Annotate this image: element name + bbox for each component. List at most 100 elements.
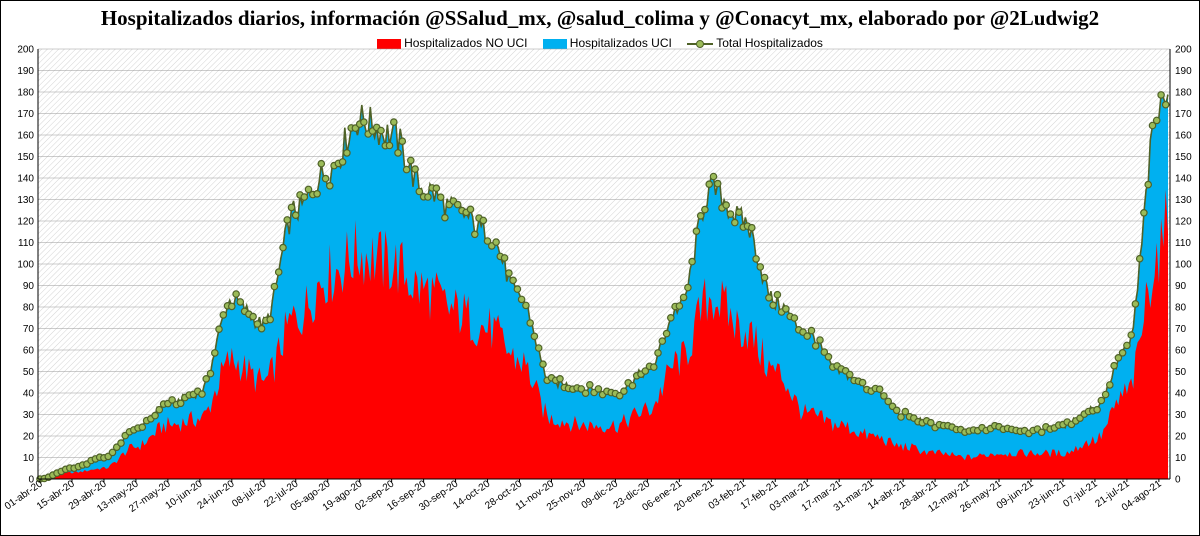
point-total-hospitalizados [155,405,164,414]
legend-marker-total [687,39,714,49]
point-total-hospitalizados [436,193,445,202]
point-total-hospitalizados [773,290,782,299]
total-line-layer [36,91,1170,483]
point-total-hospitalizados [415,187,424,196]
point-total-hospitalizados [534,344,543,352]
point-total-hospitalizados [641,367,650,375]
point-total-hospitalizados [752,255,760,263]
point-total-hospitalizados [483,237,492,245]
point-total-hospitalizados [769,301,777,310]
point-total-hospitalizados [274,268,283,276]
legend-item-uci: Hospitalizados UCI [542,35,672,50]
y-tick-label-left: 10 [23,453,35,464]
y-tick-label-left: 160 [17,131,34,142]
point-total-hospitalizados [453,200,462,209]
point-total-hospitalizados [1140,209,1148,217]
point-total-hospitalizados [884,397,893,406]
point-total-hospitalizados [232,290,240,298]
point-total-hospitalizados [198,390,206,398]
point-total-hospitalizados [1123,341,1131,350]
point-total-hospitalizados [875,385,884,394]
point-total-hospitalizados [168,396,176,404]
point-total-hospitalizados [313,190,321,198]
point-total-hospitalizados [406,156,415,165]
point-total-hospitalizados [901,407,910,416]
point-total-hospitalizados [1101,390,1110,399]
y-tick-label-right: 40 [1175,389,1187,400]
legend-item-total: Total Hospitalizados [687,36,823,50]
legend-label-uci: Hospitalizados UCI [569,35,672,50]
point-total-hospitalizados [385,141,394,150]
point-total-hospitalizados [517,295,526,304]
y-tick-label-left: 110 [18,238,34,249]
point-total-hospitalizados [117,439,125,447]
point-total-hospitalizados [1148,121,1157,130]
point-total-hospitalizados [394,149,402,157]
y-tick-label-left: 90 [23,281,35,292]
point-total-hospitalizados [735,208,743,217]
y-tick-label-left: 120 [17,217,34,228]
point-total-hospitalizados [705,180,714,189]
y-tick-label-right: 10 [1175,453,1187,464]
point-total-hospitalizados [228,302,236,311]
areas [38,94,1168,480]
point-total-hospitalizados [513,285,522,293]
point-total-hospitalizados [317,159,326,168]
point-total-hospitalizados [1110,361,1118,370]
point-total-hospitalizados [441,213,449,222]
point-total-hospitalizados [820,348,829,356]
y-tick-label-left: 0 [28,475,34,486]
point-total-hospitalizados [649,363,658,371]
y-tick-label-left: 130 [17,195,34,206]
point-total-hospitalizados [747,223,756,232]
y-tick-label-left: 40 [23,389,35,400]
point-total-hospitalizados [1144,180,1153,189]
point-total-hospitalizados [530,332,539,341]
point-total-hospitalizados [662,329,671,338]
point-total-hospitalizados [257,324,266,333]
area-hospitalizados-no-uci [38,189,1168,480]
point-total-hospitalizados [1127,331,1136,339]
legend-label-no-uci: Hospitalizados NO UCI [404,35,528,50]
y-tick-label-left: 60 [23,346,35,357]
point-total-hospitalizados [696,212,705,220]
y-tick-label-right: 50 [1175,367,1187,378]
point-total-hospitalizados [283,216,292,224]
point-total-hospitalizados [343,149,351,157]
y-tick-label-right: 60 [1175,346,1187,357]
point-total-hospitalizados [424,193,432,201]
point-total-hospitalizados [880,392,888,400]
point-total-hospitalizados [1093,405,1101,414]
y-tick-label-left: 50 [23,367,35,378]
point-total-hospitalizados [1118,348,1127,357]
point-total-hospitalizados [765,293,773,302]
point-total-hospitalizados [402,165,411,174]
y-tick-label-right: 130 [1175,195,1192,206]
point-total-hospitalizados [858,378,867,387]
point-total-hospitalizados [1106,381,1114,389]
point-total-hospitalizados [176,399,185,408]
point-total-hospitalizados [377,126,385,135]
point-total-hospitalizados [726,210,735,218]
chart-legend: Hospitalizados NO UCI Hospitalizados UCI… [0,35,1200,50]
y-tick-label-right: 110 [1175,238,1191,249]
y-tick-label-right: 190 [1175,66,1192,77]
point-total-hospitalizados [730,218,739,227]
y-tick-label-right: 20 [1175,432,1187,443]
y-tick-label-right: 140 [1175,174,1192,185]
y-tick-label-left: 180 [17,88,34,99]
x-tick-label: 24-jun-20 [196,478,237,511]
point-total-hospitalizados [108,448,117,457]
point-total-hospitalizados [138,423,147,432]
point-total-hospitalizados [1131,300,1140,308]
point-total-hospitalizados [398,137,407,146]
point-total-hospitalizados [321,174,330,183]
y-tick-label-right: 90 [1175,281,1187,292]
point-total-hospitalizados [782,305,790,313]
y-tick-label-right: 70 [1175,324,1187,335]
point-total-hospitalizados [287,203,296,212]
point-total-hospitalizados [411,165,419,173]
point-total-hospitalizados [675,302,684,310]
y-tick-label-left: 100 [17,260,34,271]
